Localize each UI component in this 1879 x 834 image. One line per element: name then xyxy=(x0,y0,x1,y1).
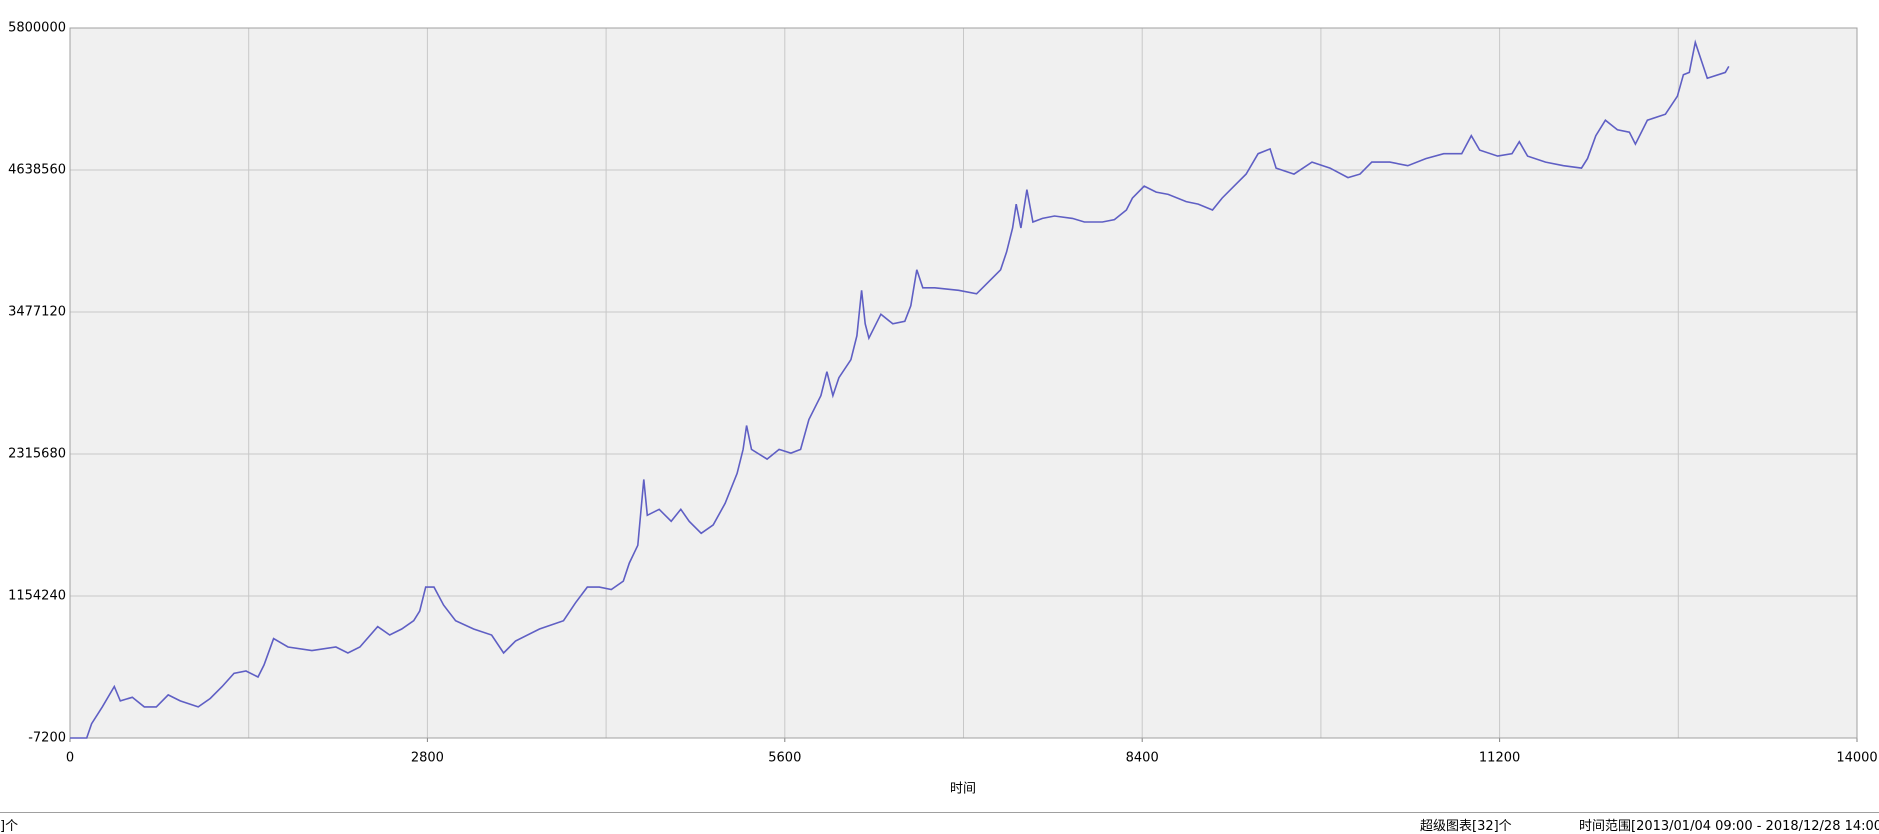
plot-border xyxy=(69,27,1858,739)
x-tick-label: 2800 xyxy=(411,751,444,766)
y-tick-label: 5800000 xyxy=(8,21,66,36)
status-text: ]个 xyxy=(0,819,19,834)
y-tick-label: -7200 xyxy=(28,731,66,746)
x-tick-label: 11200 xyxy=(1479,751,1520,766)
x-tick-label: 5600 xyxy=(768,751,801,766)
y-tick-label: 2315680 xyxy=(8,447,66,462)
series-line xyxy=(70,39,1730,739)
x-tick-label: 14000 xyxy=(1836,751,1877,766)
chart: 时间 -7200 1154240 2315680 3477120 4638560 5800… xyxy=(8,21,1878,797)
y-tick-label: 3477120 xyxy=(8,305,66,320)
status-text: 超级图表[32]个 xyxy=(1420,819,1512,834)
x-tick-label: 8400 xyxy=(1126,751,1159,766)
y-tick-label: 4638560 xyxy=(8,163,66,178)
status-text: 时间范围[2013/01/04 09:00 - 2018/12/28 14:00… xyxy=(1579,819,1879,834)
x-axis-label: 时间 xyxy=(950,782,976,797)
y-tick-label: 1154240 xyxy=(8,589,66,604)
status-bar: ]个 超级图表[32]个 时间范围[2013/01/04 09:00 - 201… xyxy=(0,812,1879,834)
x-tick-label: 0 xyxy=(66,751,74,766)
